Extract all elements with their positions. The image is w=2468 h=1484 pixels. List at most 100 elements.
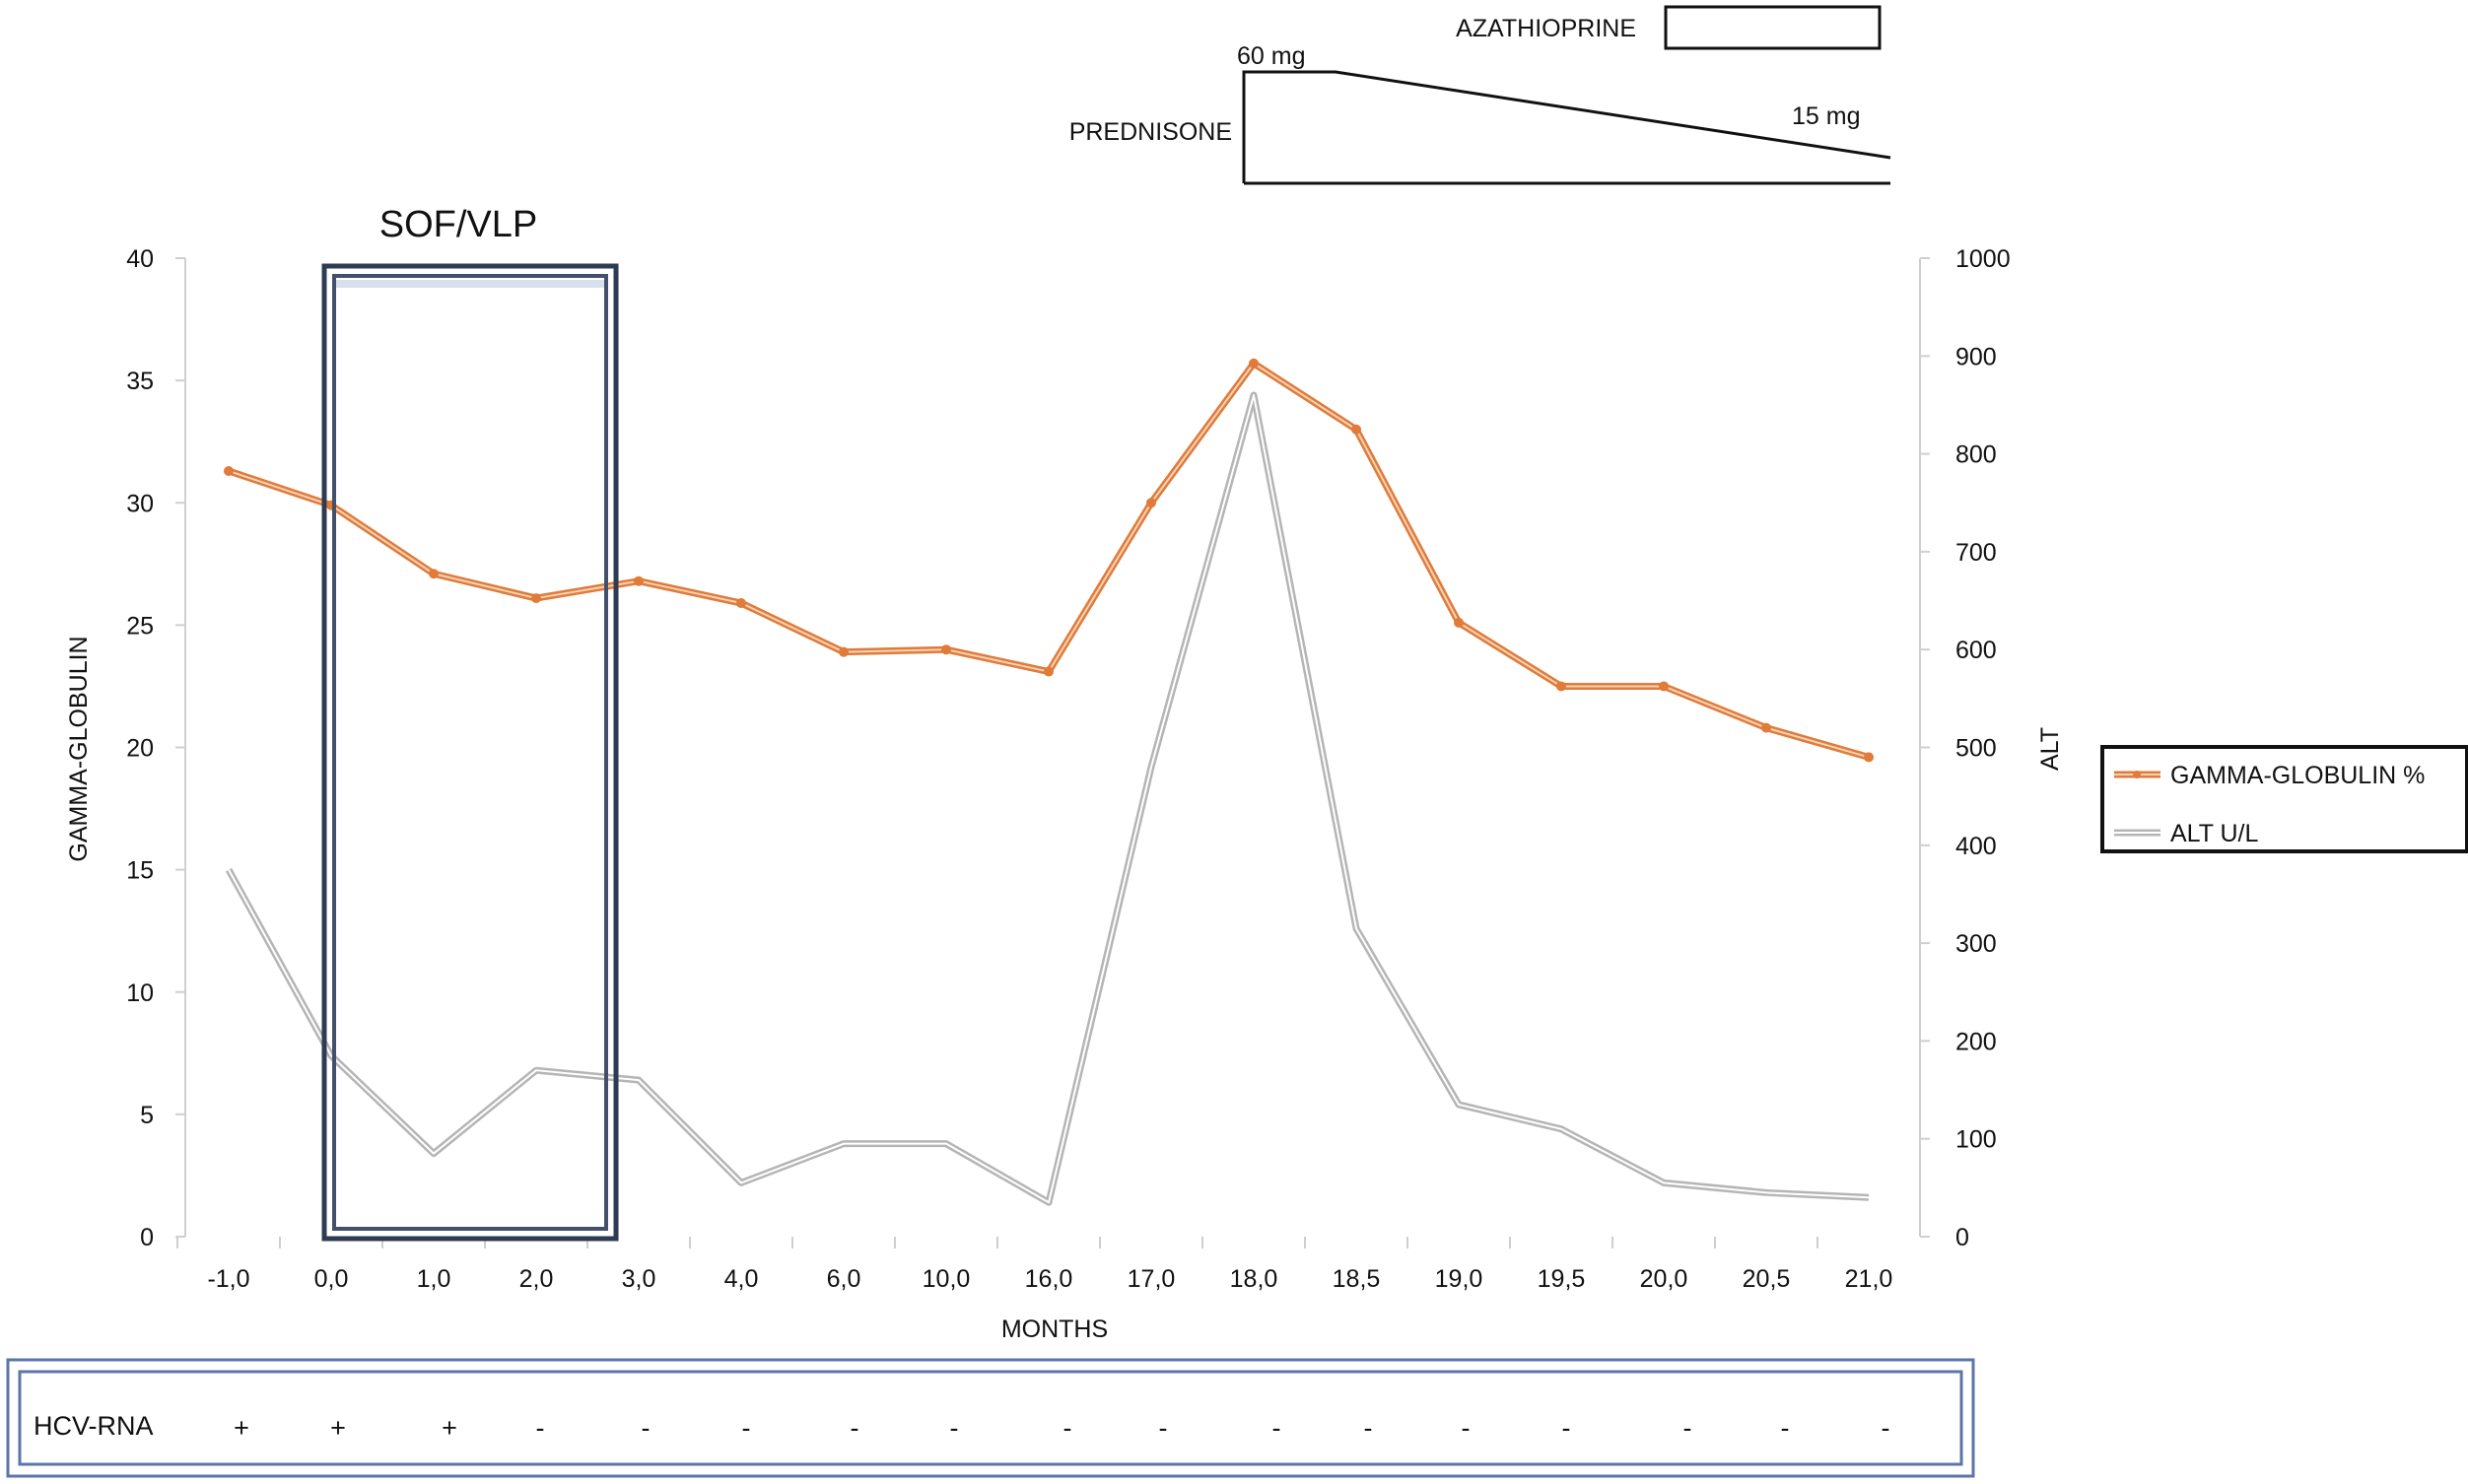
y-right-label: ALT bbox=[2036, 727, 2064, 771]
x-tick-label: 4,0 bbox=[724, 1265, 759, 1293]
right-tick-label: 0 bbox=[1955, 1224, 1969, 1251]
x-tick-label: 17,0 bbox=[1128, 1265, 1176, 1293]
right-tick-label: 200 bbox=[1955, 1028, 1997, 1055]
hcv-rna-value: - bbox=[536, 1413, 545, 1443]
dose-end-label: 15 mg bbox=[1792, 102, 1860, 130]
gamma-globulin-point bbox=[1249, 358, 1259, 369]
treatment-box-inner bbox=[332, 274, 608, 1231]
x-tick-label: 10,0 bbox=[923, 1265, 971, 1293]
hcv-rna-value: - bbox=[950, 1413, 959, 1443]
gamma-globulin-series-line bbox=[227, 360, 1870, 761]
gamma-globulin-point bbox=[839, 646, 849, 657]
left-tick-label: 40 bbox=[126, 245, 154, 273]
hcv-rna-value: - bbox=[1882, 1413, 1890, 1443]
azathioprine-label: AZATHIOPRINE bbox=[1456, 15, 1636, 42]
treatment-box-label: SOF/VLP bbox=[379, 204, 538, 245]
hcv-rna-value: - bbox=[1781, 1413, 1790, 1443]
gamma-globulin-point bbox=[429, 569, 439, 579]
x-tick-label: 21,0 bbox=[1845, 1265, 1893, 1293]
gamma-globulin-point bbox=[736, 598, 746, 609]
legend-item-gamma: GAMMA-GLOBULIN % bbox=[2114, 762, 2425, 789]
hcv-rna-value: - bbox=[1462, 1413, 1471, 1443]
legend-label-alt: ALT U/L bbox=[2170, 820, 2258, 847]
gamma-globulin-point bbox=[634, 575, 644, 586]
x-tick-label: 6,0 bbox=[827, 1265, 861, 1293]
left-tick-label: 35 bbox=[126, 368, 154, 395]
x-tick-label: 20,0 bbox=[1640, 1265, 1688, 1293]
hcv-rna-value: - bbox=[1364, 1413, 1373, 1443]
hcv-box-outer bbox=[6, 1358, 1975, 1478]
legend-item-alt: ALT U/L bbox=[2114, 820, 2258, 847]
dose-start-label: 60 mg bbox=[1237, 42, 1305, 70]
left-tick-label: 30 bbox=[126, 490, 154, 517]
y-left-label: GAMMA-GLOBULIN bbox=[65, 636, 93, 861]
x-tick-label: 19,0 bbox=[1435, 1265, 1483, 1293]
x-tick-label: 16,0 bbox=[1025, 1265, 1073, 1293]
hcv-rna-value: - bbox=[642, 1413, 651, 1443]
hcv-rna-value: - bbox=[1159, 1413, 1168, 1443]
gamma-globulin-point bbox=[1556, 681, 1566, 692]
left-tick-label: 15 bbox=[126, 857, 154, 885]
gamma-globulin-point bbox=[1659, 681, 1669, 692]
left-tick-label: 20 bbox=[126, 735, 154, 763]
right-tick-label: 500 bbox=[1955, 735, 1997, 763]
x-tick-label: -1,0 bbox=[207, 1265, 249, 1293]
right-tick-label: 300 bbox=[1955, 930, 1997, 958]
right-tick-label: 100 bbox=[1955, 1126, 1997, 1154]
hcv-rna-value: - bbox=[1683, 1413, 1692, 1443]
hcv-rna-values: + + + - - - - - - - - - - - - - - bbox=[234, 1413, 1889, 1443]
x-tick-label: 19,5 bbox=[1538, 1265, 1586, 1293]
left-tick-labels: 0 5 10 15 20 25 30 35 40 bbox=[126, 245, 185, 1251]
hcv-rna-value: + bbox=[234, 1413, 249, 1443]
hcv-rna-value: - bbox=[1063, 1413, 1072, 1443]
hcv-rna-value: + bbox=[442, 1413, 457, 1443]
alt-series-line-inner bbox=[228, 394, 1870, 1204]
gamma-globulin-point bbox=[1351, 424, 1361, 435]
hcv-rna-value: - bbox=[851, 1413, 859, 1443]
hcv-rna-value: - bbox=[1562, 1413, 1571, 1443]
gamma-globulin-point bbox=[1454, 617, 1464, 628]
treatment-box-outer bbox=[321, 263, 619, 1242]
right-tick-label: 900 bbox=[1955, 343, 1997, 371]
right-tick-label: 800 bbox=[1955, 441, 1997, 469]
x-tick-label: 20,5 bbox=[1743, 1265, 1791, 1293]
x-tick-labels: -1,0 0,0 1,0 2,0 3,0 4,0 6,0 10,0 16,0 17,0 18,0 18… bbox=[176, 1237, 1893, 1293]
right-tick-label: 400 bbox=[1955, 833, 1997, 860]
left-tick-label: 25 bbox=[126, 612, 154, 640]
legend-box bbox=[2100, 745, 2468, 853]
prednisone-taper bbox=[1242, 70, 1891, 183]
legend-label-gamma: GAMMA-GLOBULIN % bbox=[2170, 762, 2425, 789]
gamma-globulin-point bbox=[1761, 722, 1771, 733]
x-tick-label: 18,0 bbox=[1230, 1265, 1278, 1293]
x-tick-label: 1,0 bbox=[417, 1265, 451, 1293]
gamma-globulin-series-line-inner bbox=[228, 362, 1870, 759]
gamma-globulin-point bbox=[1044, 666, 1054, 677]
x-tick-label: 3,0 bbox=[622, 1265, 656, 1293]
right-tick-label: 700 bbox=[1955, 539, 1997, 567]
x-tick-label: 18,5 bbox=[1333, 1265, 1381, 1293]
left-tick-label: 0 bbox=[140, 1224, 154, 1251]
prednisone-label: PREDNISONE bbox=[1069, 118, 1232, 146]
hcv-rna-value: - bbox=[742, 1413, 751, 1443]
hcv-rna-label: HCV-RNA bbox=[34, 1411, 154, 1441]
gamma-globulin-point bbox=[1146, 498, 1156, 508]
gamma-globulin-point bbox=[1864, 752, 1874, 763]
legend-marker-gamma bbox=[2133, 771, 2141, 778]
gamma-globulin-point bbox=[941, 644, 951, 655]
left-tick-label: 10 bbox=[126, 979, 154, 1007]
gamma-globulin-point bbox=[224, 465, 234, 476]
alt-series-line bbox=[225, 391, 1870, 1206]
hcv-rna-value: + bbox=[330, 1413, 346, 1443]
azathioprine-bar bbox=[1664, 5, 1882, 50]
right-tick-labels: 0 100 200 300 400 500 600 700 800 900 1000 bbox=[1920, 245, 2011, 1251]
x-axis-label: MONTHS bbox=[1001, 1315, 1108, 1343]
hcv-box-inner bbox=[18, 1370, 1963, 1466]
x-tick-label: 0,0 bbox=[314, 1265, 349, 1293]
left-tick-label: 5 bbox=[140, 1102, 154, 1129]
x-tick-label: 2,0 bbox=[519, 1265, 554, 1293]
gamma-globulin-point bbox=[531, 593, 541, 604]
hcv-rna-value: - bbox=[1272, 1413, 1281, 1443]
series-layer bbox=[224, 358, 1874, 1206]
right-tick-label: 1000 bbox=[1955, 245, 2011, 273]
